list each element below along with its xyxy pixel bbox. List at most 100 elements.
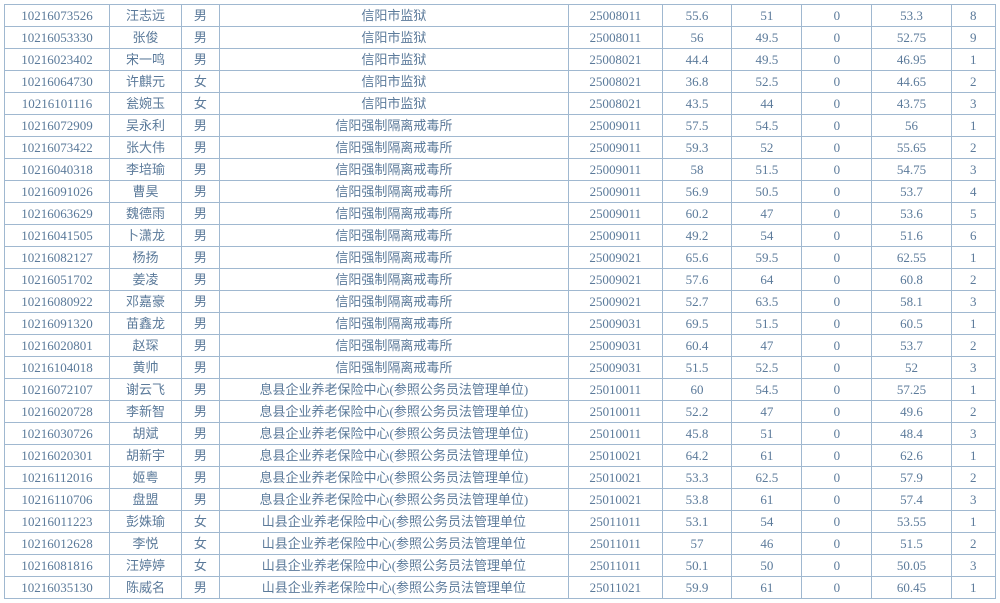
- cell-name: 吴永利: [109, 115, 181, 137]
- cell-sex: 男: [182, 489, 219, 511]
- cell-id: 10216020801: [5, 335, 110, 357]
- cell-score1: 36.8: [662, 71, 732, 93]
- cell-id: 10216020728: [5, 401, 110, 423]
- cell-sex: 男: [182, 5, 219, 27]
- cell-total: 57.25: [872, 379, 951, 401]
- cell-rank: 2: [951, 533, 995, 555]
- cell-sex: 男: [182, 379, 219, 401]
- table-row: 10216035130陈威名男山县企业养老保险中心(参照公务员法管理单位2501…: [5, 577, 996, 599]
- cell-org: 信阳强制隔离戒毒所: [219, 335, 569, 357]
- cell-total: 57.9: [872, 467, 951, 489]
- table-row: 10216020801赵琛男信阳强制隔离戒毒所2500903160.447053…: [5, 335, 996, 357]
- cell-rank: 2: [951, 71, 995, 93]
- cell-sex: 男: [182, 335, 219, 357]
- cell-id: 10216080922: [5, 291, 110, 313]
- cell-score3: 0: [802, 489, 872, 511]
- cell-code: 25009011: [569, 137, 662, 159]
- cell-score1: 59.9: [662, 577, 732, 599]
- cell-score3: 0: [802, 467, 872, 489]
- cell-code: 25008011: [569, 5, 662, 27]
- cell-total: 53.7: [872, 335, 951, 357]
- cell-code: 25009021: [569, 269, 662, 291]
- cell-rank: 3: [951, 555, 995, 577]
- cell-sex: 女: [182, 71, 219, 93]
- cell-name: 谢云飞: [109, 379, 181, 401]
- cell-total: 56: [872, 115, 951, 137]
- cell-score3: 0: [802, 291, 872, 313]
- score-table: 10216073526汪志远男信阳市监狱2500801155.651053.38…: [4, 4, 996, 599]
- cell-org: 信阳市监狱: [219, 93, 569, 115]
- cell-score3: 0: [802, 137, 872, 159]
- cell-org: 山县企业养老保险中心(参照公务员法管理单位: [219, 533, 569, 555]
- cell-score2: 64: [732, 269, 802, 291]
- cell-org: 息县企业养老保险中心(参照公务员法管理单位): [219, 401, 569, 423]
- cell-score2: 49.5: [732, 49, 802, 71]
- cell-score3: 0: [802, 27, 872, 49]
- cell-sex: 男: [182, 577, 219, 599]
- cell-org: 息县企业养老保险中心(参照公务员法管理单位): [219, 467, 569, 489]
- cell-rank: 3: [951, 93, 995, 115]
- cell-total: 60.45: [872, 577, 951, 599]
- cell-score2: 52.5: [732, 357, 802, 379]
- cell-score3: 0: [802, 533, 872, 555]
- cell-total: 49.6: [872, 401, 951, 423]
- cell-score2: 52: [732, 137, 802, 159]
- cell-score1: 51.5: [662, 357, 732, 379]
- cell-score2: 54: [732, 511, 802, 533]
- cell-org: 信阳强制隔离戒毒所: [219, 291, 569, 313]
- cell-name: 姜凌: [109, 269, 181, 291]
- cell-score3: 0: [802, 203, 872, 225]
- cell-total: 58.1: [872, 291, 951, 313]
- cell-total: 60.5: [872, 313, 951, 335]
- cell-code: 25011011: [569, 511, 662, 533]
- cell-name: 盘盟: [109, 489, 181, 511]
- cell-score1: 55.6: [662, 5, 732, 27]
- cell-sex: 女: [182, 93, 219, 115]
- cell-code: 25010011: [569, 379, 662, 401]
- cell-org: 信阳市监狱: [219, 27, 569, 49]
- cell-code: 25009031: [569, 335, 662, 357]
- cell-code: 25009011: [569, 115, 662, 137]
- cell-rank: 1: [951, 115, 995, 137]
- cell-name: 邓嘉豪: [109, 291, 181, 313]
- cell-name: 张大伟: [109, 137, 181, 159]
- cell-total: 54.75: [872, 159, 951, 181]
- cell-score3: 0: [802, 357, 872, 379]
- cell-name: 姬粤: [109, 467, 181, 489]
- cell-total: 62.55: [872, 247, 951, 269]
- table-row: 10216080922邓嘉豪男信阳强制隔离戒毒所2500902152.763.5…: [5, 291, 996, 313]
- cell-org: 信阳强制隔离戒毒所: [219, 159, 569, 181]
- cell-code: 25009011: [569, 225, 662, 247]
- cell-name: 苗鑫龙: [109, 313, 181, 335]
- cell-score2: 61: [732, 577, 802, 599]
- cell-total: 53.3: [872, 5, 951, 27]
- cell-code: 25010021: [569, 445, 662, 467]
- cell-score3: 0: [802, 379, 872, 401]
- cell-sex: 男: [182, 247, 219, 269]
- cell-sex: 男: [182, 357, 219, 379]
- cell-score2: 49.5: [732, 27, 802, 49]
- cell-name: 瓮婉玉: [109, 93, 181, 115]
- cell-sex: 男: [182, 203, 219, 225]
- cell-rank: 3: [951, 423, 995, 445]
- table-row: 10216051702姜凌男信阳强制隔离戒毒所2500902157.664060…: [5, 269, 996, 291]
- table-row: 10216023402宋一鸣男信阳市监狱2500802144.449.5046.…: [5, 49, 996, 71]
- cell-score2: 47: [732, 401, 802, 423]
- cell-score3: 0: [802, 181, 872, 203]
- cell-score3: 0: [802, 269, 872, 291]
- cell-id: 10216081816: [5, 555, 110, 577]
- cell-total: 55.65: [872, 137, 951, 159]
- cell-sex: 男: [182, 181, 219, 203]
- cell-rank: 8: [951, 5, 995, 27]
- cell-rank: 1: [951, 445, 995, 467]
- cell-total: 60.8: [872, 269, 951, 291]
- cell-score2: 54.5: [732, 379, 802, 401]
- cell-sex: 男: [182, 423, 219, 445]
- cell-score2: 54: [732, 225, 802, 247]
- cell-score1: 44.4: [662, 49, 732, 71]
- cell-score3: 0: [802, 115, 872, 137]
- cell-org: 息县企业养老保险中心(参照公务员法管理单位): [219, 489, 569, 511]
- cell-org: 信阳强制隔离戒毒所: [219, 181, 569, 203]
- cell-id: 10216020301: [5, 445, 110, 467]
- table-row: 10216091026曹昊男信阳强制隔离戒毒所2500901156.950.50…: [5, 181, 996, 203]
